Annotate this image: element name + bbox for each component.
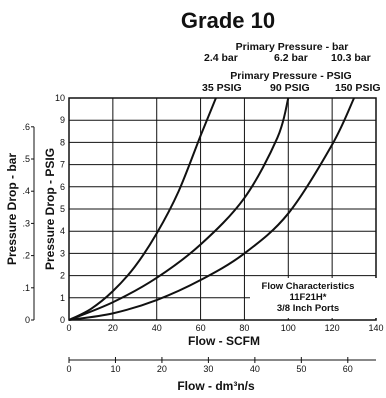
y-tick-label: 1	[60, 293, 65, 303]
y-ticks: 0 1 2 3 4 5 6 7 8 9 10	[55, 93, 65, 325]
x-tick-label: 120	[325, 323, 340, 333]
dm3-axis: 0 10 20 30 40 50 60	[66, 357, 376, 374]
annotation-line-2: 11F21H*	[290, 292, 327, 303]
annotation-line-3: 3/8 Inch Ports	[277, 303, 339, 314]
y-tick-label: 10	[55, 93, 65, 103]
y2-axis-label: Pressure Drop - bar	[5, 153, 19, 265]
dm3-tick-label: 50	[296, 364, 306, 374]
x-tick-label: 60	[196, 323, 206, 333]
y-tick-label: 8	[60, 137, 65, 147]
x-ticks: 0 20 40 60 80 100 120 140	[66, 323, 383, 333]
dm3-tick-label: 60	[343, 364, 353, 374]
bar-tick-label: .1	[22, 283, 30, 293]
primary-pressure-psig-value-1: 35 PSIG	[202, 82, 242, 94]
bar-tick-label: .3	[22, 218, 30, 228]
flow-curve-3	[68, 97, 355, 321]
bar-tick-label: .6	[22, 122, 30, 132]
y-tick-label: 2	[60, 271, 65, 281]
dm3-tick-label: 20	[157, 364, 167, 374]
x-tick-label: 20	[108, 323, 118, 333]
y-tick-label: 7	[60, 160, 65, 170]
x-tick-label: 140	[368, 323, 383, 333]
annotation-box	[250, 278, 377, 318]
y-tick-label: 9	[60, 115, 65, 125]
bar-tick-label: .5	[22, 154, 30, 164]
dm3-tick-label: 30	[203, 364, 213, 374]
x-axis-label: Flow - SCFM	[188, 334, 260, 348]
primary-pressure-psig-value-3: 150 PSIG	[335, 82, 381, 94]
flow-curves	[68, 97, 355, 321]
y-tick-label: 0	[60, 315, 65, 325]
bar-tick-label: .4	[22, 186, 30, 196]
primary-pressure-psig-label: Primary Pressure - PSIG	[230, 70, 351, 82]
chart-title: Grade 10	[181, 8, 275, 33]
x-tick-label: 80	[239, 323, 249, 333]
bar-axis: 0 .1 .2 .3 .4 .5 .6	[22, 122, 35, 325]
x-tick-label: 0	[66, 323, 71, 333]
primary-pressure-bar-label: Primary Pressure - bar	[236, 41, 349, 53]
grid	[68, 97, 377, 321]
y-tick-label: 3	[60, 248, 65, 258]
bar-tick-label: .2	[22, 251, 30, 261]
annotation-line-1: Flow Characteristics	[262, 281, 355, 292]
flow-curve-2	[68, 97, 290, 321]
primary-pressure-bar-value-3: 10.3 bar	[331, 52, 371, 64]
dm3-tick-label: 0	[66, 364, 71, 374]
y-tick-label: 5	[60, 204, 65, 214]
y-tick-label: 6	[60, 182, 65, 192]
primary-pressure-bar-value-2: 6.2 bar	[274, 52, 308, 64]
dm3-tick-label: 40	[250, 364, 260, 374]
primary-pressure-psig-value-2: 90 PSIG	[270, 82, 310, 94]
x-tick-label: 40	[152, 323, 162, 333]
dm3-tick-label: 10	[110, 364, 120, 374]
y-tick-label: 4	[60, 226, 65, 236]
flow-curve-1	[68, 97, 217, 321]
x-tick-label: 100	[281, 323, 296, 333]
x2-axis-label: Flow - dm³n/s	[177, 379, 255, 393]
bar-tick-label: 0	[25, 315, 30, 325]
primary-pressure-bar-value-1: 2.4 bar	[204, 52, 238, 64]
plot-frame	[68, 97, 377, 321]
y-axis-label: Pressure Drop - PSIG	[43, 148, 57, 270]
